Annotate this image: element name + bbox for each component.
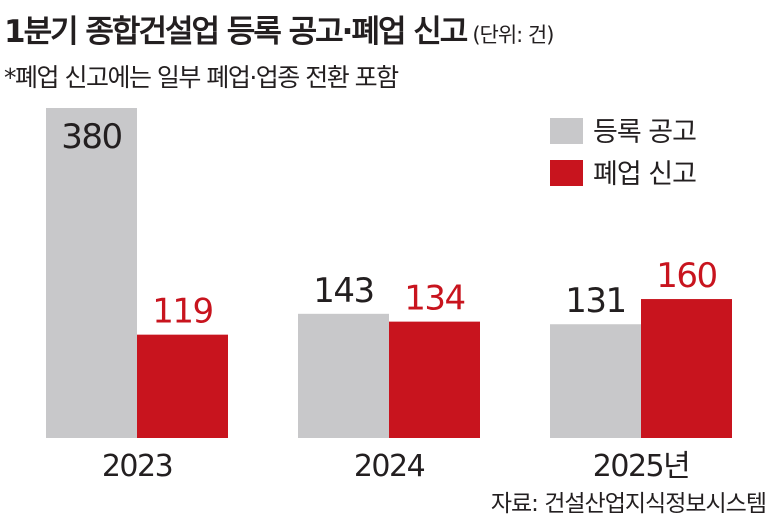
unit-label: (단위: 건) <box>472 23 554 47</box>
bar-closure-1 <box>389 321 480 438</box>
bar-registration-2 <box>550 324 641 438</box>
value-label-registration-1: 143 <box>313 271 373 311</box>
category-label-2: 2025년 <box>593 449 689 484</box>
legend-label-registration: 등록 공고 <box>593 117 696 148</box>
value-label-closure-1: 134 <box>404 279 464 319</box>
value-label-registration-0: 380 <box>61 117 121 157</box>
bar-registration-0 <box>46 108 137 438</box>
legend-label-closure: 폐업 신고 <box>593 159 696 190</box>
chart-note: *폐업 신고에는 일부 폐업·업종 전환 포함 <box>4 63 399 92</box>
bar-closure-2 <box>641 299 732 438</box>
legend-swatch-closure <box>550 160 583 186</box>
bar-closure-0 <box>137 334 228 438</box>
bar-registration-1 <box>298 313 389 438</box>
legend-swatch-registration <box>550 118 583 144</box>
category-label-0: 2023 <box>102 449 172 484</box>
value-label-closure-0: 119 <box>152 292 212 332</box>
chart-title: 1분기 종합건설업 등록 공고·폐업 신고 <box>4 14 468 50</box>
source-text: 자료: 건설산업지식정보시스템 <box>490 491 767 517</box>
title-row: 1분기 종합건설업 등록 공고·폐업 신고 (단위: 건) <box>4 6 554 51</box>
value-label-closure-2: 160 <box>656 256 716 296</box>
value-label-registration-2: 131 <box>565 281 625 321</box>
category-label-1: 2024 <box>354 449 425 484</box>
